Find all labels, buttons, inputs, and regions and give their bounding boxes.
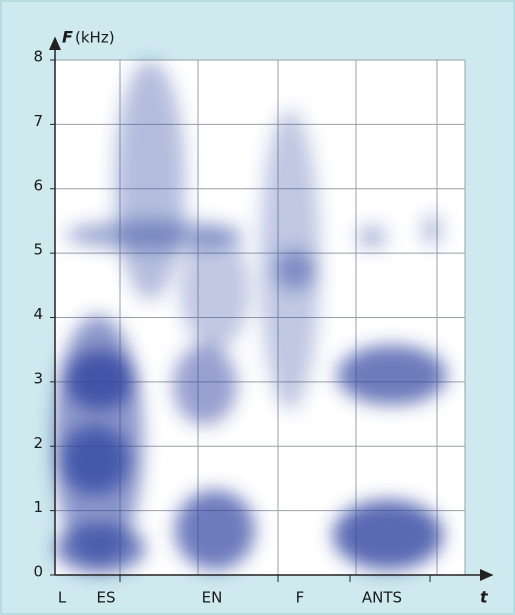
y-tick-label: 2: [33, 434, 43, 452]
y-tick-label: 5: [33, 241, 43, 259]
segment-label: L: [58, 589, 67, 607]
y-tick-label: 3: [33, 369, 43, 387]
chart: F (kHz) t 0 1 2 3 4 5 6 7 8 L ES EN F ANTS: [0, 0, 515, 615]
y-axis-label: F: [62, 28, 73, 47]
x-axis-label: t: [480, 588, 489, 607]
y-axis-unit: (kHz): [75, 29, 115, 47]
y-tick-label: 0: [33, 563, 43, 581]
y-tick-label: 8: [33, 48, 43, 66]
segment-label: ES: [97, 589, 116, 607]
y-tick-label: 1: [33, 498, 43, 516]
segment-label: EN: [202, 589, 223, 607]
segment-label: F: [296, 589, 305, 607]
y-tick-label: 6: [33, 176, 43, 194]
y-tick-label: 7: [33, 112, 43, 130]
y-tick-label: 4: [33, 305, 43, 323]
segment-label: ANTS: [362, 589, 402, 607]
